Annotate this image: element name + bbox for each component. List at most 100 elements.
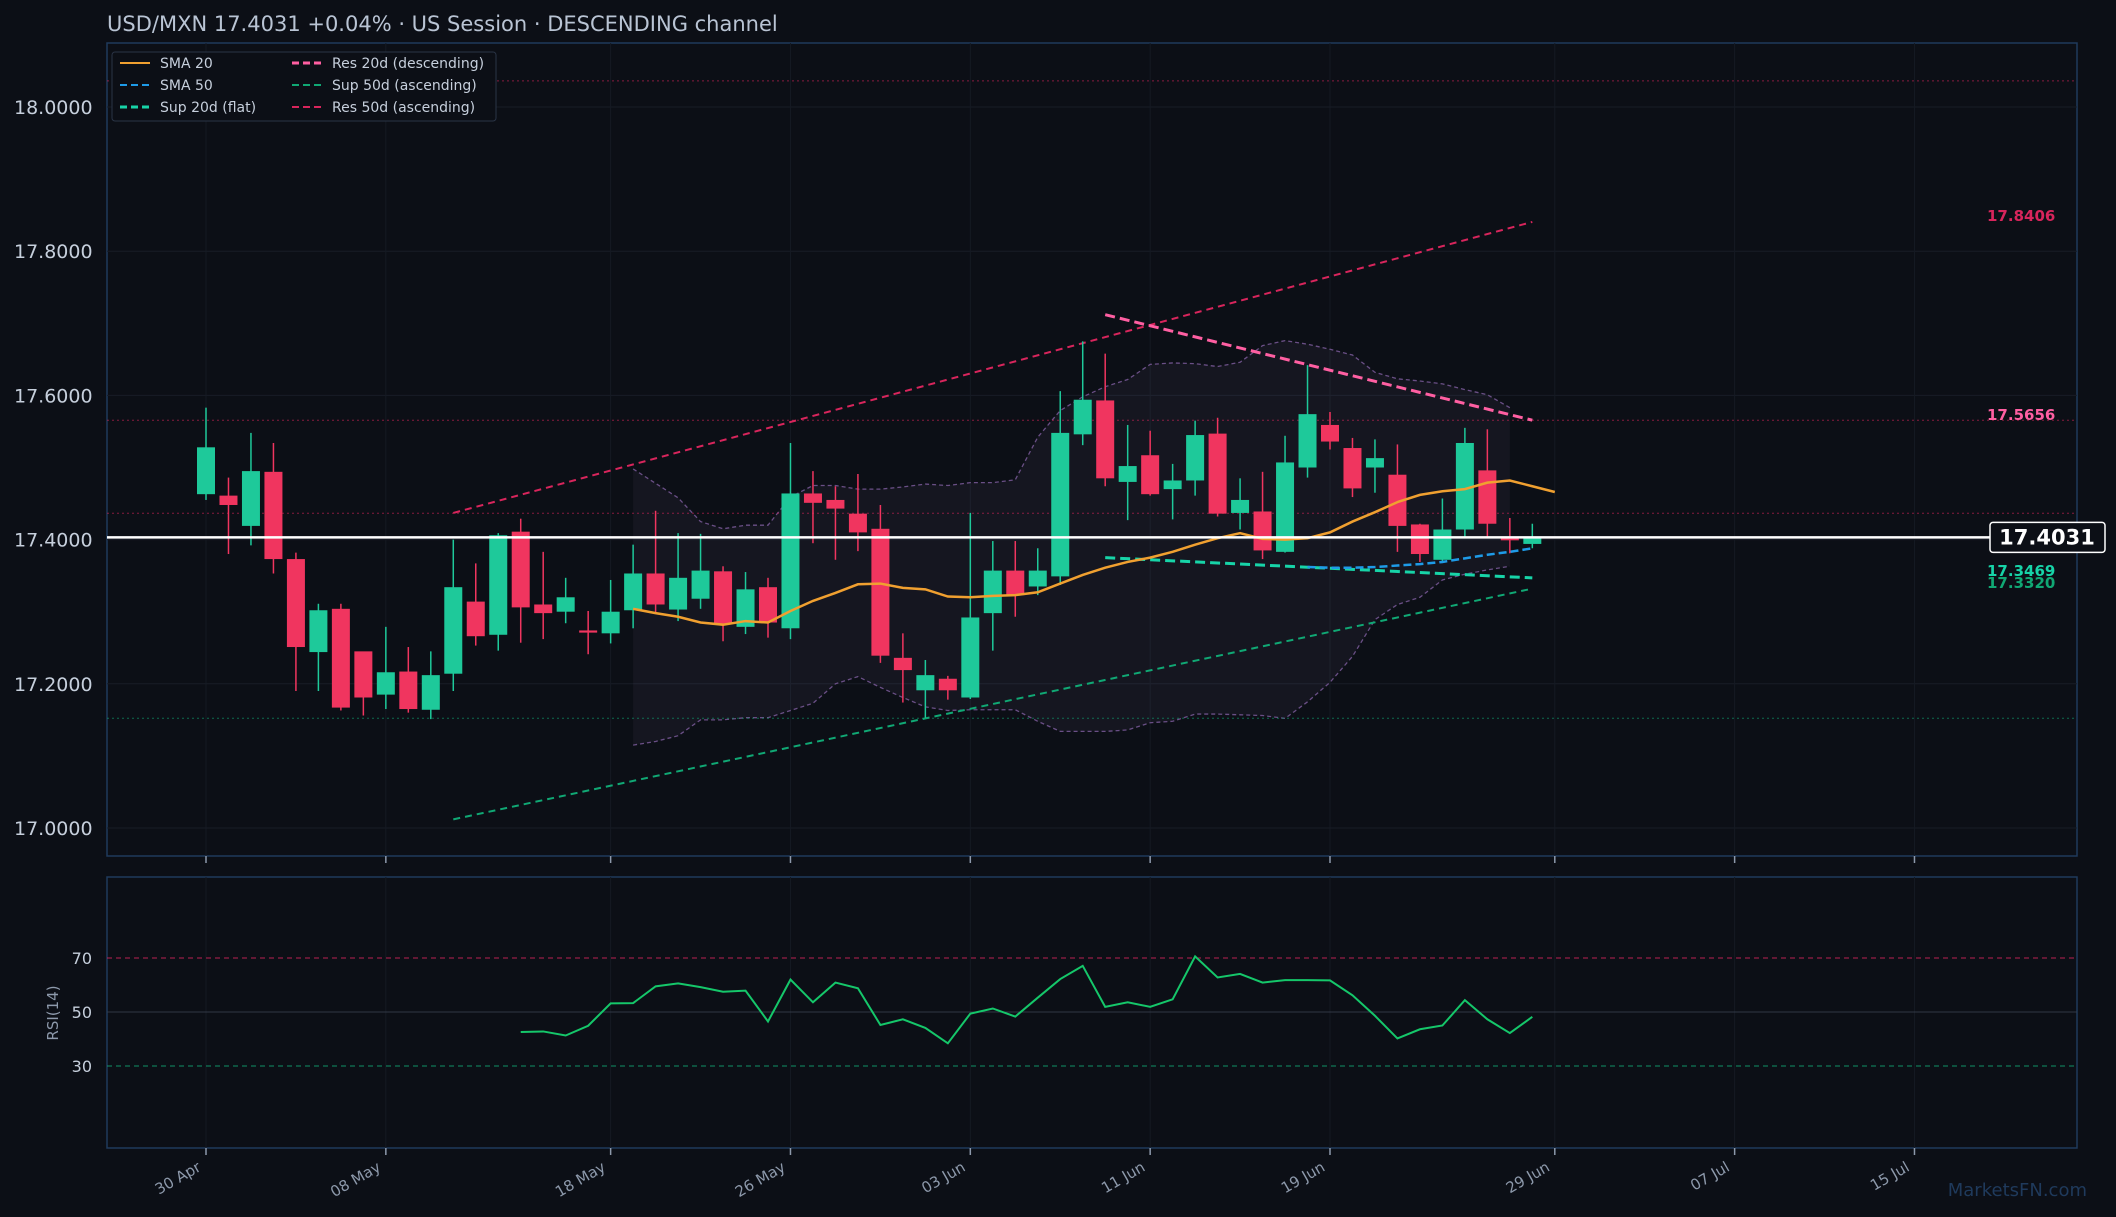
watermark: MarketsFN.com (1948, 1180, 2087, 1201)
candle-body (826, 499, 845, 509)
candle-body (399, 671, 418, 710)
candle (1073, 341, 1092, 446)
candle (444, 539, 463, 692)
candle-body (736, 589, 755, 627)
candle (1500, 517, 1519, 554)
candle (1388, 444, 1407, 552)
candle-body (983, 570, 1002, 614)
candle (331, 603, 350, 711)
candle-body (219, 495, 238, 505)
price-panel-frame (106, 42, 2078, 857)
candle-body (511, 531, 530, 608)
price-axis-labels: 17.0000 17.2000 17.4000 17.6000 17.8000 18.00… (14, 97, 93, 840)
candle-body (309, 610, 328, 653)
candle-body (1051, 432, 1070, 577)
candle-body (1478, 470, 1497, 524)
candle (511, 518, 530, 643)
rsi-axis-title: RSI(14) (44, 985, 62, 1040)
date-tick-label: 15 Jul (1867, 1158, 1912, 1195)
candle-body (1253, 511, 1272, 551)
date-tick-label: 08 May (327, 1158, 384, 1201)
candle-body (1388, 474, 1407, 526)
candle-body (1321, 424, 1339, 442)
candle-body (1186, 435, 1205, 481)
candle (241, 432, 260, 546)
candle-body (961, 617, 980, 698)
candle-body (421, 675, 440, 710)
trendline-sup-20d-flat (1105, 556, 1533, 580)
candle-body (781, 493, 800, 629)
price-tick-label: 17.2000 (14, 674, 93, 696)
candle (646, 510, 665, 613)
candle (1410, 523, 1429, 562)
candle (1321, 411, 1339, 450)
candle (1253, 471, 1272, 560)
candle (354, 651, 373, 716)
candle (714, 566, 733, 642)
date-tick-label: 07 Jul (1687, 1158, 1732, 1195)
candle-body (691, 570, 710, 599)
rsi-panel: 30 50 70 RSI(14) (44, 876, 2078, 1149)
price-tick-label: 17.6000 (14, 385, 93, 407)
candle (938, 675, 957, 700)
candle-body (714, 571, 733, 624)
candle (691, 533, 710, 609)
horizontal-levels (107, 80, 2077, 719)
candle (624, 544, 643, 629)
candle (1096, 353, 1115, 487)
date-tick-label: 18 May (552, 1158, 609, 1201)
candle-body (354, 651, 373, 698)
candle (601, 579, 620, 644)
last-price-tag (1989, 521, 2106, 554)
candle-body (916, 675, 935, 691)
sma20-line (632, 479, 1556, 626)
candle-body (1276, 462, 1295, 552)
candle-body (1455, 442, 1474, 530)
candle-body (241, 471, 260, 526)
candle (399, 647, 418, 713)
price-tick-label: 17.4000 (14, 530, 93, 552)
candle-body (1118, 466, 1137, 482)
candle-body (601, 611, 620, 634)
candle (376, 626, 395, 710)
candle-body (1343, 448, 1362, 489)
trendline-sup-50d-ascending (453, 587, 1533, 821)
candle (826, 486, 845, 560)
candle-body (444, 587, 463, 674)
candle-body (669, 577, 688, 610)
candle-body (848, 513, 867, 533)
candle (534, 551, 553, 640)
candle (893, 633, 912, 703)
legend-label: SMA 20 (160, 56, 213, 72)
candle (197, 407, 215, 500)
legend-label: SMA 50 (160, 78, 213, 94)
candle-body (1163, 480, 1182, 490)
candle-body (893, 657, 912, 671)
candle (1276, 435, 1295, 553)
legend: SMA 20 SMA 50 Sup 20d (flat) Res 20d (desce… (111, 51, 497, 122)
trendline-res-50d-ascending (453, 220, 1533, 514)
candle (1141, 430, 1160, 496)
candle (421, 651, 440, 720)
candle (781, 442, 800, 640)
price-tick-label: 17.0000 (14, 818, 93, 840)
candle-body (331, 608, 350, 708)
candle (961, 512, 980, 699)
candle-body (376, 672, 395, 695)
legend-box (111, 51, 497, 122)
candle-body (1410, 524, 1429, 555)
moving-averages (632, 479, 1556, 626)
legend-label: Res 50d (ascending) (332, 100, 475, 116)
bollinger-band (632, 339, 1511, 746)
candle-body (534, 604, 553, 614)
candle-body (1208, 433, 1227, 514)
level-label: 17.3320 (1987, 574, 2055, 592)
rsi-tick-label: 30 (72, 1057, 92, 1076)
candle-body (1028, 570, 1047, 587)
last-price: 17.4031 (107, 521, 2106, 554)
candle-body (759, 587, 777, 623)
candle (1163, 463, 1182, 520)
rsi-line (520, 954, 1533, 1045)
